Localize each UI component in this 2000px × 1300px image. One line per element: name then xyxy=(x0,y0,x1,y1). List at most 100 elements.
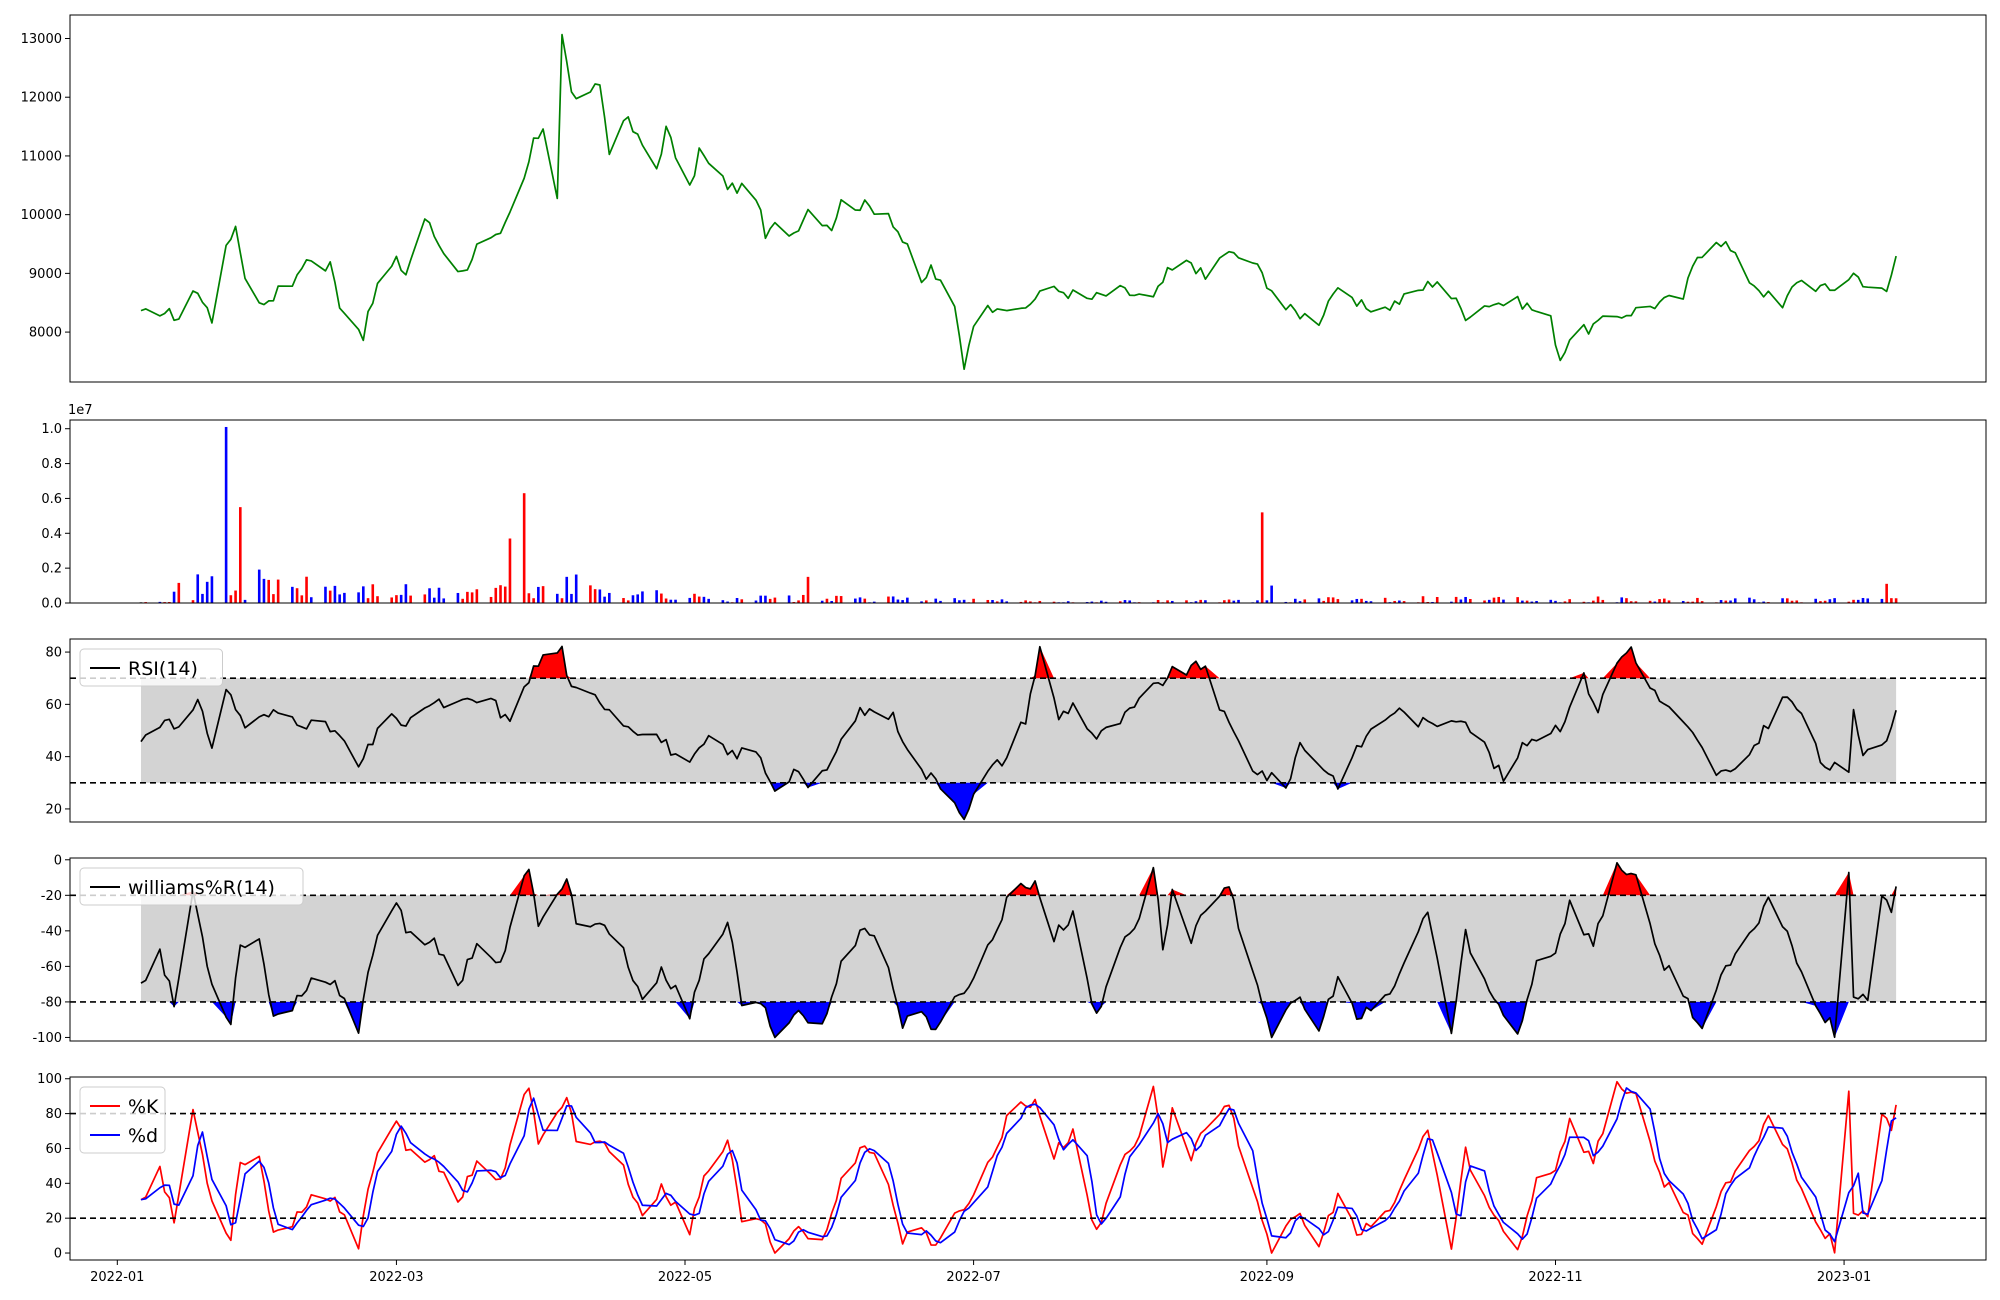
volume-bar xyxy=(470,592,474,603)
price-ytick-label: 10000 xyxy=(21,208,62,223)
volume-bar xyxy=(1497,596,1501,603)
williams-ytick-label: -40 xyxy=(41,924,62,939)
williams-oversold-fill xyxy=(1337,1001,1386,1020)
volume-bar xyxy=(1100,600,1103,603)
volume-bar xyxy=(172,591,176,603)
volume-bar xyxy=(887,596,890,603)
volume-bar xyxy=(995,601,999,603)
volume-bar xyxy=(224,426,228,603)
williams-ytick-label: -60 xyxy=(41,960,62,975)
volume-bar xyxy=(1535,600,1538,603)
volume-bar xyxy=(1402,601,1406,603)
x-tick-label: 2022-03 xyxy=(369,1270,423,1285)
volume-bar xyxy=(1232,600,1236,603)
volume-bar xyxy=(1317,598,1321,603)
volume-bar xyxy=(1265,600,1269,603)
volume-bar xyxy=(920,601,923,603)
williams-band xyxy=(140,895,1897,1002)
williams-ytick-label: -80 xyxy=(41,995,62,1010)
williams-oversold-fill xyxy=(268,1001,298,1017)
volume-bar xyxy=(574,574,578,603)
volume-bar xyxy=(1194,601,1198,603)
volume-bar xyxy=(660,593,663,603)
volume-bar xyxy=(1724,600,1728,603)
volume-bar xyxy=(324,586,327,603)
stochastic-frame xyxy=(69,1076,1987,1261)
stochastic-ytick-label: 20 xyxy=(45,1212,62,1227)
volume-bar xyxy=(1369,601,1373,603)
rsi-overbought-fill xyxy=(528,646,572,679)
volume-bar xyxy=(404,584,408,603)
volume-bar xyxy=(409,595,412,603)
volume-bar xyxy=(764,595,767,603)
volume-bar xyxy=(1568,599,1571,603)
williams-overbought-fill xyxy=(1139,867,1159,896)
stochastic-legend-box xyxy=(79,1086,166,1154)
volume-bar xyxy=(1833,598,1836,603)
volume-bar xyxy=(1005,601,1009,603)
volume-bar xyxy=(697,596,701,603)
volume-bar xyxy=(432,597,436,603)
volume-bar xyxy=(1521,600,1524,603)
volume-bar xyxy=(1852,599,1855,603)
volume-bar xyxy=(257,569,261,603)
rsi-ytick-label: 60 xyxy=(45,698,62,713)
volume-bar xyxy=(1592,600,1595,603)
volume-bar xyxy=(371,584,375,603)
williams-legend: williams%R(14) xyxy=(79,867,304,906)
volume-bar xyxy=(1790,600,1794,603)
stochastic-ytick-label: 80 xyxy=(45,1107,62,1122)
volume-bar xyxy=(1582,601,1586,603)
volume-bar xyxy=(688,597,692,603)
volume-bar xyxy=(858,597,862,603)
volume-bar xyxy=(598,589,602,603)
volume-bar xyxy=(1663,598,1666,603)
volume-bar xyxy=(262,578,266,603)
volume-bar xyxy=(1823,600,1827,603)
price-ytick-label: 9000 xyxy=(29,267,62,282)
volume-bar xyxy=(740,599,744,603)
rsi-legend: RSI(14) xyxy=(79,648,223,687)
volume-bar xyxy=(1260,512,1264,603)
price-line xyxy=(140,33,1897,371)
volume-bar xyxy=(1861,598,1865,603)
volume-bar xyxy=(1729,600,1732,603)
volume-bar xyxy=(901,600,904,603)
rsi-legend-label: RSI(14) xyxy=(128,658,198,680)
volume-bar xyxy=(1469,599,1472,603)
volume-bar xyxy=(1487,599,1491,603)
volume-bar xyxy=(475,589,479,603)
volume-bar xyxy=(309,597,313,603)
volume-bar xyxy=(674,599,677,603)
volume-bar xyxy=(267,579,270,603)
volume-bar xyxy=(376,596,379,603)
rsi-legend-box xyxy=(79,648,223,687)
volume-bar xyxy=(1066,601,1070,603)
stochastic-panel: 0 20 40 60 80 100 %K %d 2022-01 2022-03 2022-05 202… xyxy=(37,1072,1987,1285)
williams-legend-box xyxy=(79,867,304,906)
volume-bar xyxy=(205,581,209,603)
volume-bar xyxy=(1733,598,1737,603)
volume-bar xyxy=(210,576,214,603)
volume-bar xyxy=(835,595,838,603)
volume-bar xyxy=(499,585,502,603)
volume-bar xyxy=(693,593,696,603)
volume-bar xyxy=(456,592,460,603)
volume-ytick-label: 0.2 xyxy=(41,562,62,577)
volume-bar xyxy=(1885,583,1888,603)
volume-bar xyxy=(541,586,545,603)
volume-bar xyxy=(1786,598,1789,603)
volume-bar xyxy=(1856,599,1860,603)
price-frame xyxy=(69,14,1987,383)
volume-bar xyxy=(735,598,739,603)
volume-bar xyxy=(1383,597,1387,603)
volume-bar xyxy=(1653,601,1657,603)
volume-bar xyxy=(825,598,829,603)
volume-bar xyxy=(201,593,204,603)
volume-bar xyxy=(1700,601,1704,603)
stochastic-d-line xyxy=(140,1087,1897,1246)
volume-bar xyxy=(560,598,564,603)
volume-bar xyxy=(863,598,867,603)
volume-bar xyxy=(362,586,365,603)
volume-bar xyxy=(1237,599,1240,603)
